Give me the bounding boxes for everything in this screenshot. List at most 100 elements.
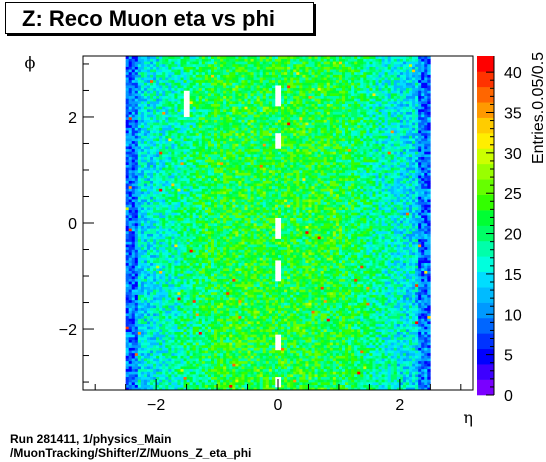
heat-cell [153,278,157,282]
heat-cell [150,127,154,131]
heat-cell [162,297,166,301]
heat-cell [174,58,178,62]
heat-cell [235,366,239,370]
heat-cell [177,310,181,314]
heat-cell [241,148,245,152]
heat-cell [232,154,236,158]
heat-cell [134,58,139,62]
heat-cell [134,281,139,285]
heat-cell [217,291,221,295]
heat-cell [143,175,148,179]
heat-cell [229,177,233,181]
heat-cell [134,159,139,163]
heat-cell [153,374,157,378]
heat-cell [134,368,139,372]
heat-cell [183,87,187,91]
heat-cell [159,278,163,282]
heat-cell [232,350,236,354]
heat-cell [134,119,139,123]
heat-cell [156,374,160,378]
heat-cell [189,374,193,378]
heat-cell [177,204,181,208]
heat-cell [156,286,160,290]
heat-cell [128,185,133,189]
heat-cell [223,265,227,269]
heat-cell [153,116,157,120]
heat-cell [134,315,139,319]
heat-cell [214,63,218,67]
heat-cell [226,106,230,110]
heat-cell [186,159,190,163]
heat-cell [195,69,200,73]
heat-cell [217,177,221,181]
heat-cell [159,114,163,118]
heat-cell [177,132,181,136]
heat-cell [177,305,181,309]
heat-cell [244,342,248,346]
heat-cell [168,119,172,123]
heat-cell [140,254,145,258]
heat-cell [235,169,239,173]
heat-cell [137,193,142,197]
heat-cell [156,79,160,83]
heat-cell [226,143,230,147]
heat-cell [223,257,227,261]
heat-cell [125,371,130,375]
heat-cell [210,183,215,187]
heat-cell [150,114,154,118]
heat-cell [192,66,197,70]
heat-cell [125,61,130,65]
heat-cell [244,379,248,383]
heat-cell [186,329,190,332]
heat-cell [150,69,154,73]
heat-cell [186,140,190,144]
heat-cell [140,262,145,266]
heat-cell [159,329,163,332]
heat-cell [150,382,154,385]
heat-cell [174,162,178,165]
heat-cell [210,382,215,385]
heat-cell [241,122,245,126]
heat-cell [217,305,221,309]
heat-cell [214,329,218,332]
heat-cell [171,310,175,314]
heat-cell [201,268,206,272]
heat-cell [192,71,197,75]
heat-cell [143,352,148,356]
heat-cell [143,376,148,380]
heat-cell [204,334,209,338]
heat-cell [186,56,190,59]
heat-cell [238,273,242,277]
heat-cell [235,154,239,158]
heat-cell [244,207,248,211]
heat-cell [207,233,212,237]
heat-cell [143,130,148,134]
heat-cell [204,87,209,91]
heat-cell [140,140,145,144]
heat-cell [210,212,215,216]
heat-cell [159,273,163,277]
heat-cell [143,209,148,213]
heat-cell [186,344,190,348]
heat-cell [232,366,236,370]
heat-cell [137,302,142,306]
heat-cell [140,339,145,343]
heat-cell [174,180,178,184]
heat-cell [186,79,190,83]
heat-cell [223,302,227,306]
heat-cell [183,77,187,81]
heat-cell [165,244,169,248]
heat-cell [235,260,239,264]
heat-cell [229,291,233,295]
heat-cell [140,103,145,107]
heat-cell [235,119,239,123]
heat-cell [146,276,151,279]
heat-cell [226,376,230,380]
heat-cell [183,156,187,160]
heat-cell [177,249,181,253]
heat-cell [244,249,248,253]
heat-cell [159,215,163,218]
heat-cell [207,87,212,91]
heat-cell [241,164,245,168]
heat-cell [150,321,154,325]
